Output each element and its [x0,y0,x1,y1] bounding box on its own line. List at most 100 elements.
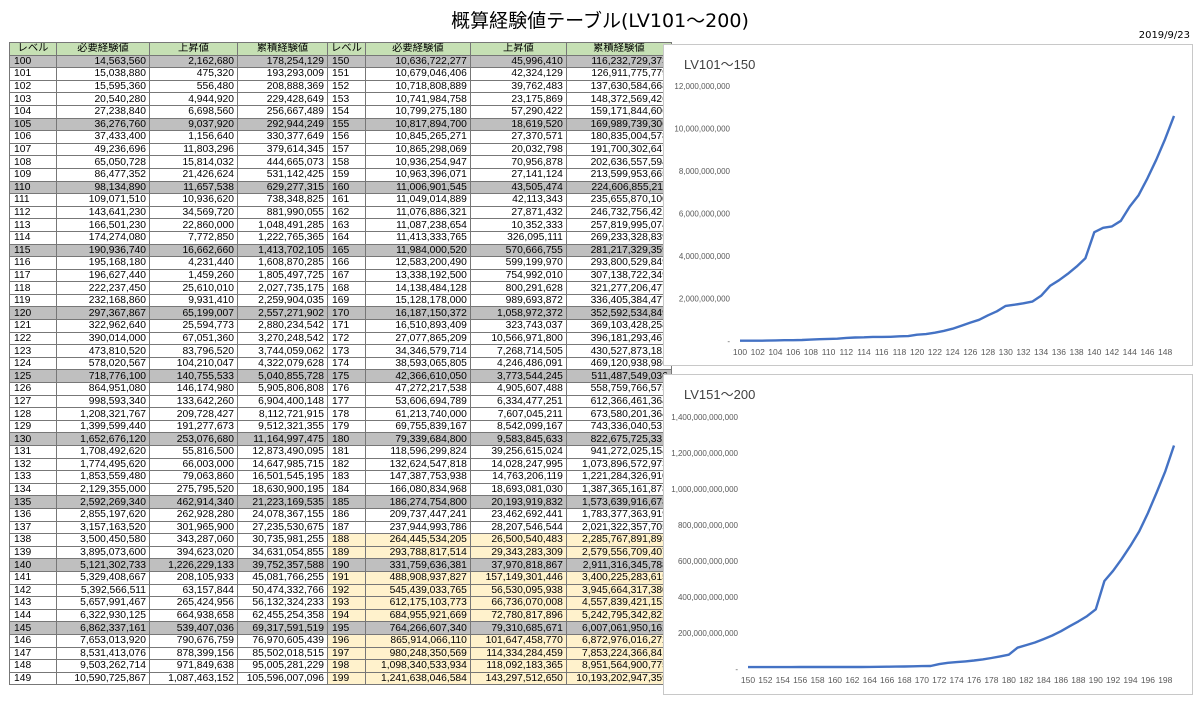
cumulative-cell-left: 6,904,400,148 [237,394,328,409]
level-cell-right: 157 [327,142,366,157]
chart-lv101-150-svg: LV101〜150 - 2,000,000,000 4,000,000,000 6,00… [674,57,1176,357]
increase-cell-right: 14,763,206,119 [469,470,567,484]
increase-cell-left: 65,199,007 [149,306,238,321]
y-tick-label: 1,000,000,000,000 [671,485,738,494]
required-exp-cell-right: 10,741,984,758 [364,92,471,106]
table-row: 120 297,367,867 65,199,007 2,557,271,902 170… [9,306,672,321]
x-tick-label: 164 [863,675,877,685]
required-exp-cell-left: 2,129,355,000 [56,482,150,497]
increase-cell-right: 72,780,817,896 [469,608,567,623]
y-tick-label: 800,000,000,000 [678,521,739,530]
table-row: 114 174,274,080 7,772,850 1,222,765,365 164 1… [9,230,672,245]
table-row: 147 8,531,413,076 878,399,156 85,502,018,51… [9,646,672,661]
table-row: 129 1,399,599,440 191,277,673 9,512,321,355… [9,419,672,434]
increase-cell-left: 11,803,296 [149,142,238,157]
cumulative-cell-left: 8,112,721,915 [237,407,328,421]
cumulative-cell-right: 191,700,302,647 [565,142,672,157]
cumulative-cell-right: 369,103,428,258 [565,319,672,333]
level-cell-left: 124 [9,356,57,371]
x-tick-label: 170 [915,675,929,685]
x-tick-label: 154 [776,675,790,685]
cumulative-cell-right: 116,232,729,373 [565,54,672,69]
increase-cell-left: 475,320 [149,67,238,81]
required-exp-cell-right: 16,510,893,409 [364,319,471,333]
table-row: 130 1,652,676,120 253,076,680 11,164,997,47… [9,432,672,446]
increase-cell-left: 140,755,533 [149,369,238,384]
header-level-right: レベル [327,42,366,56]
required-exp-cell-left: 578,020,567 [56,356,150,371]
level-cell-left: 122 [9,331,57,346]
x-tick-label: 196 [1141,675,1155,685]
table-row: 100 14,563,560 2,162,680 178,254,129 150 10,6… [9,54,672,69]
cumulative-cell-left: 629,277,315 [237,180,328,195]
cumulative-cell-right: 673,580,201,364 [565,407,672,421]
required-exp-cell-right: 209,737,447,241 [364,507,471,522]
level-cell-right: 152 [327,79,366,94]
x-tick-label: 104 [768,347,782,357]
level-cell-left: 118 [9,281,57,295]
y-tick-label: - [735,665,738,674]
table-row: 108 65,050,728 15,814,032 444,665,073 158 10,… [9,155,672,169]
level-cell-right: 186 [327,507,366,522]
level-cell-right: 151 [327,67,366,81]
required-exp-cell-right: 1,098,340,533,934 [364,659,471,673]
table-row: 112 143,641,230 34,569,720 881,990,055 162 11… [9,205,672,220]
x-tick-label: 152 [758,675,772,685]
level-cell-left: 128 [9,407,57,421]
required-exp-cell-left: 2,592,269,340 [56,495,150,509]
cumulative-cell-right: 281,217,329,359 [565,243,672,258]
cumulative-cell-left: 738,348,825 [237,193,328,207]
level-cell-left: 131 [9,445,57,459]
table-row: 143 5,657,991,467 265,424,956 56,132,324,23… [9,596,672,610]
level-cell-left: 126 [9,382,57,396]
y-tick-label: 8,000,000,000 [679,167,731,176]
cumulative-cell-left: 5,905,806,808 [237,382,328,396]
increase-cell-left: 191,277,673 [149,419,238,434]
level-cell-right: 155 [327,117,366,132]
cumulative-cell-left: 3,270,248,542 [237,331,328,346]
level-cell-left: 120 [9,306,57,321]
increase-cell-left: 15,814,032 [149,155,238,169]
required-exp-cell-right: 79,339,684,800 [364,432,471,446]
required-exp-cell-left: 5,121,302,733 [56,558,150,572]
required-exp-cell-left: 15,038,880 [56,67,150,81]
table-row: 107 49,236,696 11,803,296 379,614,345 157 10,… [9,142,672,157]
table-row: 126 864,951,080 146,174,980 5,905,806,808 17… [9,382,672,396]
cumulative-cell-left: 69,317,591,519 [237,621,328,635]
table-row: 141 5,329,408,667 208,105,933 45,081,766,25… [9,570,672,585]
level-cell-right: 183 [327,470,366,484]
required-exp-cell-left: 196,627,440 [56,268,150,283]
level-cell-left: 138 [9,533,57,547]
date-label: 2019/9/23 [1138,30,1190,41]
level-cell-left: 133 [9,470,57,484]
x-tick-label: 184 [1036,675,1050,685]
cumulative-cell-right: 10,193,202,947,359 [565,671,672,686]
increase-cell-left: 790,676,759 [149,633,238,648]
level-cell-right: 178 [327,407,366,421]
level-cell-left: 144 [9,608,57,623]
increase-cell-left: 6,698,560 [149,104,238,119]
increase-cell-right: 754,992,010 [469,268,567,283]
required-exp-cell-left: 3,500,450,580 [56,533,150,547]
required-exp-cell-left: 232,168,860 [56,293,150,308]
increase-cell-left: 146,174,980 [149,382,238,396]
increase-cell-right: 43,505,474 [469,180,567,195]
required-exp-cell-left: 998,593,340 [56,394,150,409]
cumulative-cell-left: 50,474,332,766 [237,583,328,598]
level-cell-left: 130 [9,432,57,446]
x-tick-label: 160 [828,675,842,685]
header-level-left: レベル [9,42,57,56]
y-tick-label: 1,200,000,000,000 [671,449,738,458]
level-cell-right: 192 [327,583,366,598]
required-exp-cell-left: 390,014,000 [56,331,150,346]
cumulative-cell-right: 352,592,534,849 [565,306,672,321]
increase-cell-left: 7,772,850 [149,230,238,245]
increase-cell-right: 23,462,692,441 [469,507,567,522]
x-tick-label: 162 [845,675,859,685]
level-cell-left: 105 [9,117,57,132]
table-header-row: レベル 必要経験値 上昇値 累積経験値 レベル 必要経験値 上昇値 累積経験値 [9,42,672,56]
required-exp-cell-left: 5,329,408,667 [56,570,150,585]
increase-cell-left: 16,662,660 [149,243,238,258]
required-exp-cell-left: 14,563,560 [56,54,150,69]
table-row: 125 718,776,100 140,755,533 5,040,855,728 17… [9,369,672,384]
